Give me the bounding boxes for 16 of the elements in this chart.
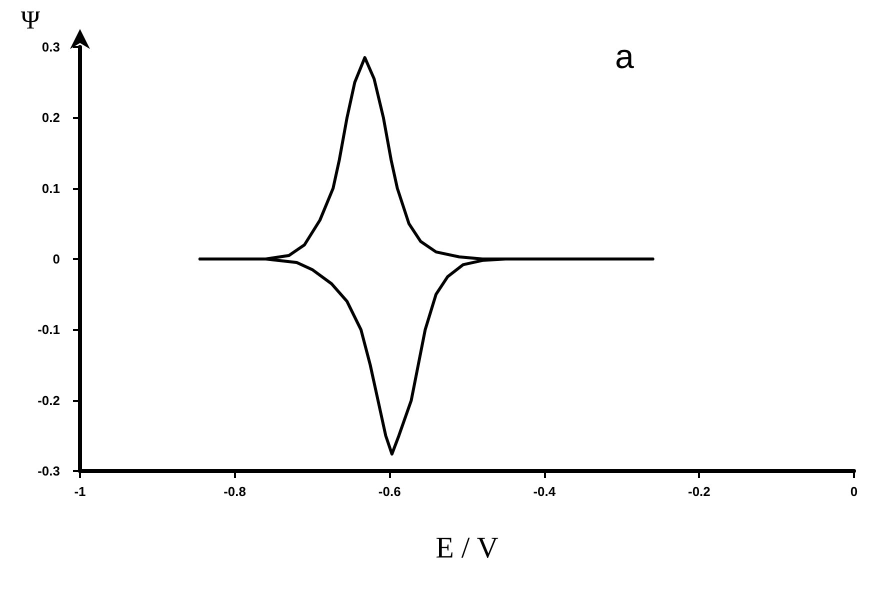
annotation: a (615, 38, 634, 76)
y-tick-label: -0.2 (38, 392, 60, 408)
y-tick-label: 0.2 (42, 110, 60, 126)
y-axis-title: Ψ (20, 6, 41, 34)
x-tick-label: -1 (74, 484, 86, 499)
x-axis-title: E / V (436, 532, 499, 564)
y-tick-label: 0.3 (42, 40, 60, 54)
x-tick-label: 0 (850, 484, 858, 499)
y-tick-label: -0.3 (38, 464, 60, 478)
x-tick-label: -0.4 (533, 484, 556, 499)
y-tick-label: 0 (52, 252, 60, 266)
x-tick-label: -0.6 (378, 484, 401, 499)
y-tick-label: -0.1 (38, 322, 60, 338)
y-tick-label: 0.1 (42, 180, 60, 196)
x-tick-label: -0.8 (224, 484, 246, 499)
x-tick-label: -0.2 (688, 484, 710, 499)
